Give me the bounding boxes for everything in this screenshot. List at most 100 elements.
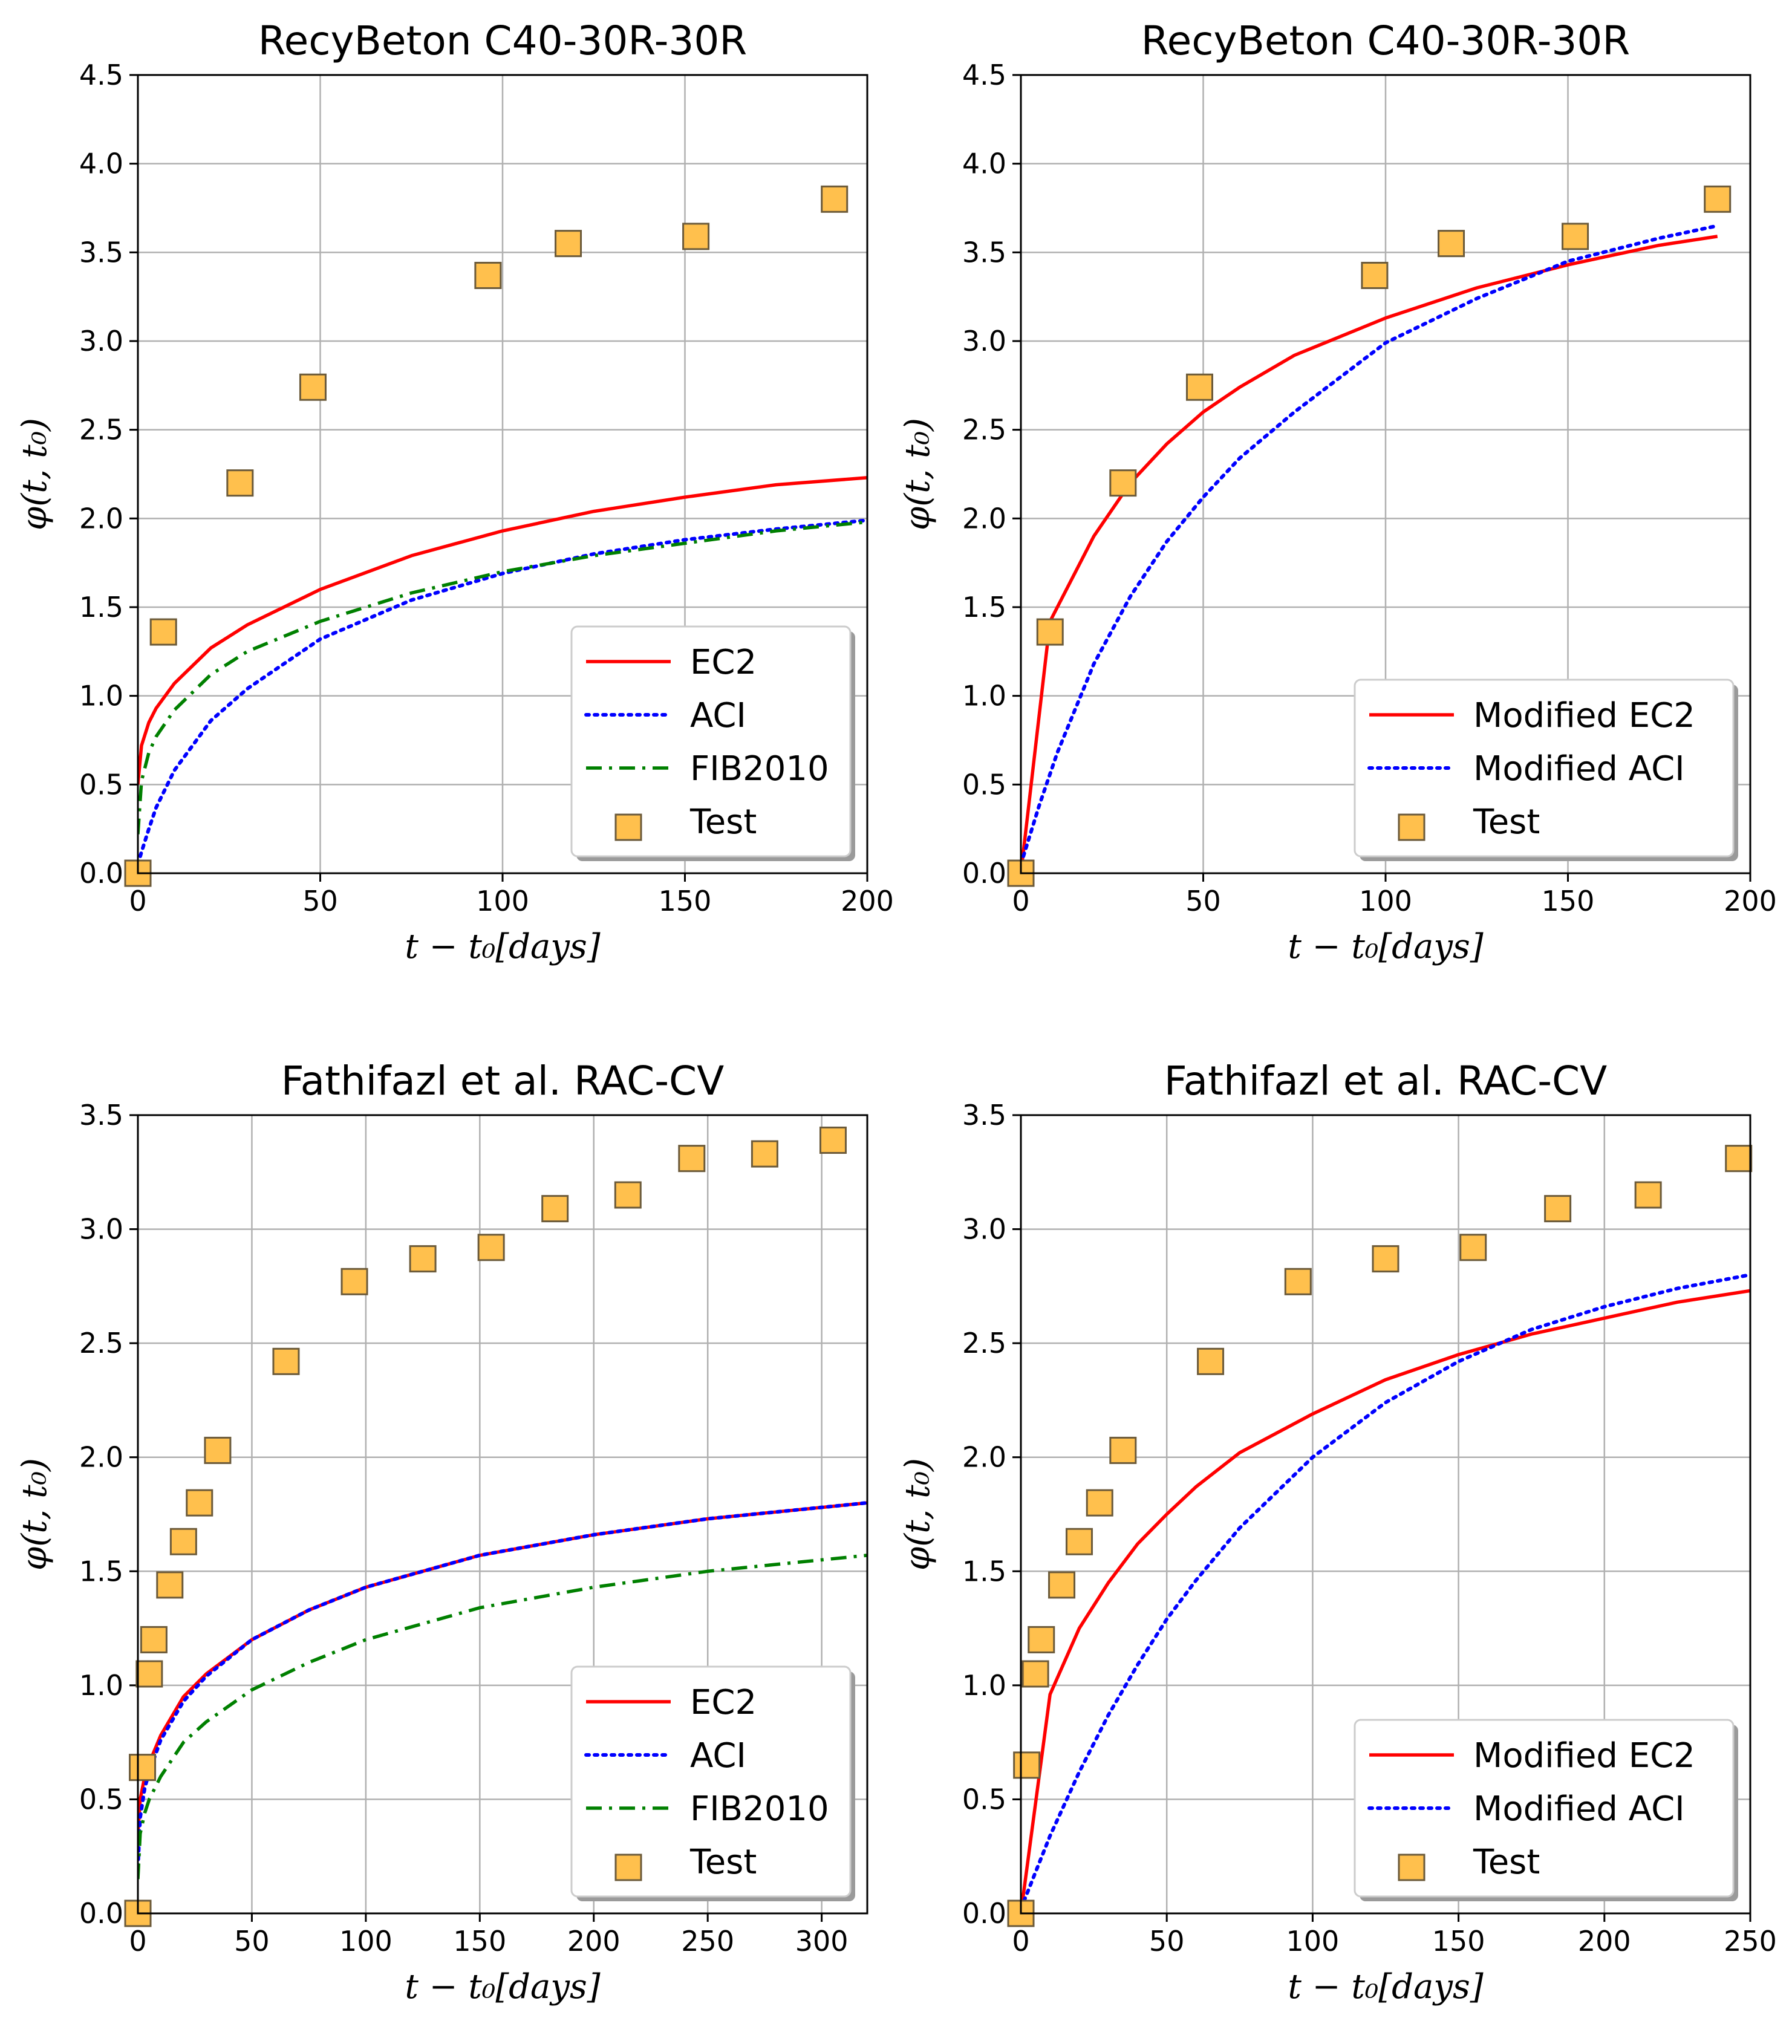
test-point (1725, 1145, 1753, 1173)
y-axis-label: φ(t, t₀) (15, 1458, 54, 1570)
test-point (1438, 230, 1465, 258)
y-tick-label: 0.5 (79, 1783, 123, 1815)
test-point (678, 1145, 706, 1173)
test-point (474, 261, 502, 289)
series-modified-ec2-line (1021, 1289, 1750, 1913)
legend-marker (1398, 1854, 1425, 1881)
legend: EC2 ACI FIB2010 Test (570, 625, 855, 861)
test-point (1013, 1751, 1041, 1779)
x-tick-label: 50 (1149, 1925, 1185, 1958)
tick-labels: 0 50 100 150 200 250 300 0.0 0.5 1.0 1.5 2.0 2.5 3.0 3… (79, 1099, 849, 1958)
x-axis-label: t − t₀[days] (1288, 927, 1483, 966)
legend-label: Test (1473, 802, 1540, 842)
test-point (169, 1528, 197, 1555)
test-point (1065, 1528, 1093, 1555)
x-tick-label: 150 (453, 1925, 506, 1958)
y-tick-label: 3.5 (79, 236, 123, 269)
chart-svg: Fathifazl et al. RAC-CV 0 50 100 150 200 250 30… (15, 1058, 868, 2007)
chart-title: Fathifazl et al. RAC-CV (1164, 1058, 1608, 1104)
test-point (1197, 1347, 1225, 1375)
legend-label: Modified ACI (1473, 1789, 1685, 1829)
x-tick-label: 200 (1724, 885, 1777, 917)
y-axis-label: φ(t, t₀) (15, 418, 54, 530)
y-tick-label: 2.5 (962, 1327, 1006, 1359)
x-tick-label: 100 (1359, 885, 1412, 917)
x-tick-label: 0 (129, 1925, 146, 1958)
x-axis-label: t − t₀[days] (405, 927, 600, 966)
x-tick-label: 200 (1578, 1925, 1631, 1958)
series-modified-aci-line (1021, 224, 1719, 867)
y-axis-label: φ(t, t₀) (898, 1458, 937, 1570)
x-tick-label: 100 (339, 1925, 393, 1958)
x-tick-label: 250 (681, 1925, 734, 1958)
test-point (135, 1660, 163, 1688)
legend: Modified EC2 Modified ACI Test (1354, 679, 1738, 861)
x-tick-label: 50 (302, 885, 338, 917)
series-test-markers (1007, 185, 1732, 887)
test-point (555, 230, 582, 258)
test-point (1704, 185, 1732, 213)
test-point (272, 1347, 300, 1375)
x-tick-label: 300 (795, 1925, 849, 1958)
y-tick-label: 1.0 (79, 1669, 123, 1702)
y-tick-label: 3.0 (79, 1213, 123, 1246)
y-tick-label: 2.0 (962, 502, 1006, 535)
y-axis-label: φ(t, t₀) (898, 418, 937, 530)
test-point (140, 1626, 168, 1653)
x-tick-label: 0 (1012, 885, 1029, 917)
test-point (1028, 1626, 1055, 1653)
series-group (1021, 224, 1719, 873)
y-tick-label: 1.0 (79, 680, 123, 712)
y-tick-label: 3.5 (79, 1099, 123, 1131)
legend: EC2 ACI FIB2010 Test (570, 1665, 855, 1901)
series-group (1021, 1273, 1750, 1913)
chart-svg: RecyBeton C40-30R-30R 0 50 100 150 200 0.0 0.5 1… (15, 18, 894, 966)
series-modified-ec2-line (1021, 235, 1718, 873)
chart-title: RecyBeton C40-30R-30R (258, 18, 748, 64)
legend-label: Test (1473, 1843, 1540, 1882)
test-point (1361, 261, 1389, 289)
test-point (1372, 1245, 1399, 1273)
test-point (1185, 373, 1213, 401)
series-ec2-line (138, 476, 867, 785)
legend-marker (1398, 813, 1425, 841)
plot-frame (1020, 1114, 1751, 1915)
test-point (821, 185, 849, 213)
test-point (1021, 1660, 1049, 1688)
y-tick-label: 1.5 (962, 1555, 1006, 1587)
series-test-markers (124, 185, 849, 887)
test-point (340, 1268, 368, 1295)
test-point (541, 1195, 569, 1223)
legend-label: Test (689, 802, 757, 842)
y-tick-label: 4.5 (962, 59, 1006, 91)
legend-label: Modified EC2 (1473, 1736, 1695, 1775)
test-point (1109, 469, 1137, 497)
test-point (1634, 1181, 1662, 1209)
test-point (1048, 1571, 1076, 1599)
chart-title: RecyBeton C40-30R-30R (1141, 18, 1631, 64)
plot-frame (137, 74, 868, 874)
test-point (204, 1436, 232, 1464)
test-point (129, 1754, 157, 1782)
y-tick-label: 3.5 (962, 1099, 1006, 1131)
legend-label: EC2 (690, 1683, 757, 1722)
test-point (1109, 1436, 1137, 1464)
x-tick-label: 150 (1432, 1925, 1485, 1958)
series-fib2010-line (138, 1554, 867, 1880)
test-point (156, 1571, 184, 1599)
legend-box (1354, 1719, 1735, 1898)
test-point (1086, 1489, 1113, 1517)
y-tick-label: 1.5 (79, 591, 123, 623)
test-point (751, 1140, 778, 1168)
y-tick-label: 3.0 (962, 325, 1006, 357)
y-tick-label: 1.5 (962, 591, 1006, 623)
y-tick-label: 1.0 (962, 1669, 1006, 1702)
x-tick-label: 150 (659, 885, 712, 917)
legend-box (570, 1665, 852, 1898)
x-tick-label: 200 (841, 885, 894, 917)
legend: Modified EC2 Modified ACI Test (1354, 1719, 1738, 1901)
x-tick-label: 0 (129, 885, 146, 917)
y-tick-label: 0.0 (79, 857, 123, 890)
chart-title: Fathifazl et al. RAC-CV (281, 1058, 725, 1104)
test-point (477, 1234, 505, 1261)
